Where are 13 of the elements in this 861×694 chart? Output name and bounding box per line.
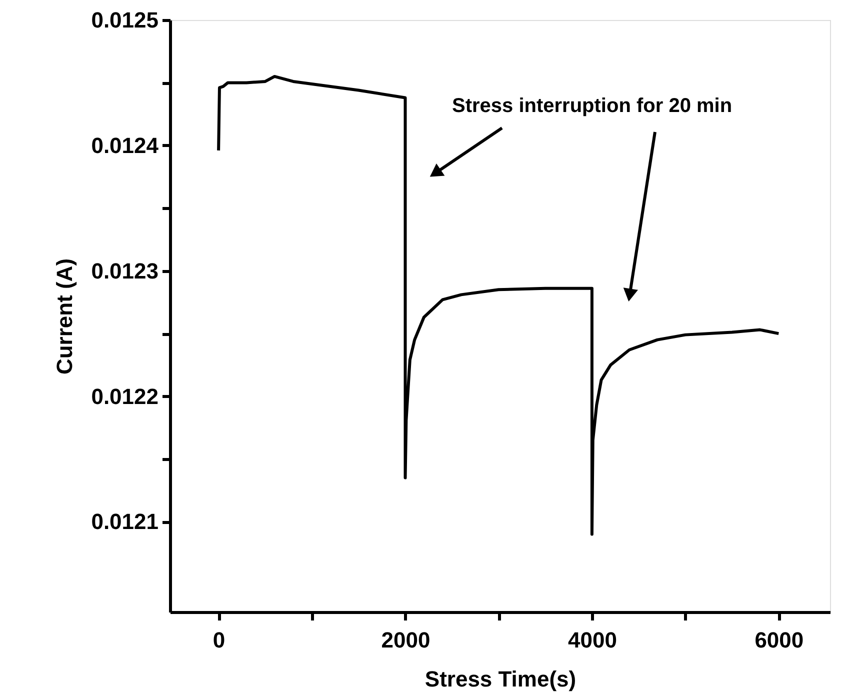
- y-tick-label: 0.0122: [91, 384, 158, 409]
- annotation: Stress interruption for 20 min: [452, 95, 732, 117]
- x-tick-label: 2000: [381, 628, 430, 652]
- y-axis-title: Current (A): [52, 258, 78, 375]
- line-series: [217, 74, 780, 536]
- x-tick-label: 6000: [754, 628, 804, 652]
- y-tick-label: 0.0124: [91, 132, 160, 158]
- y-tick-label: 0.0123: [91, 258, 158, 284]
- x-tick-label: 4000: [568, 628, 617, 652]
- x-axis-title: Stress Time(s): [424, 666, 576, 692]
- x-tick-label: 0: [212, 628, 226, 652]
- y-tick-label: 0.0121: [91, 509, 158, 534]
- y-tick-label: 0.0125: [91, 8, 158, 32]
